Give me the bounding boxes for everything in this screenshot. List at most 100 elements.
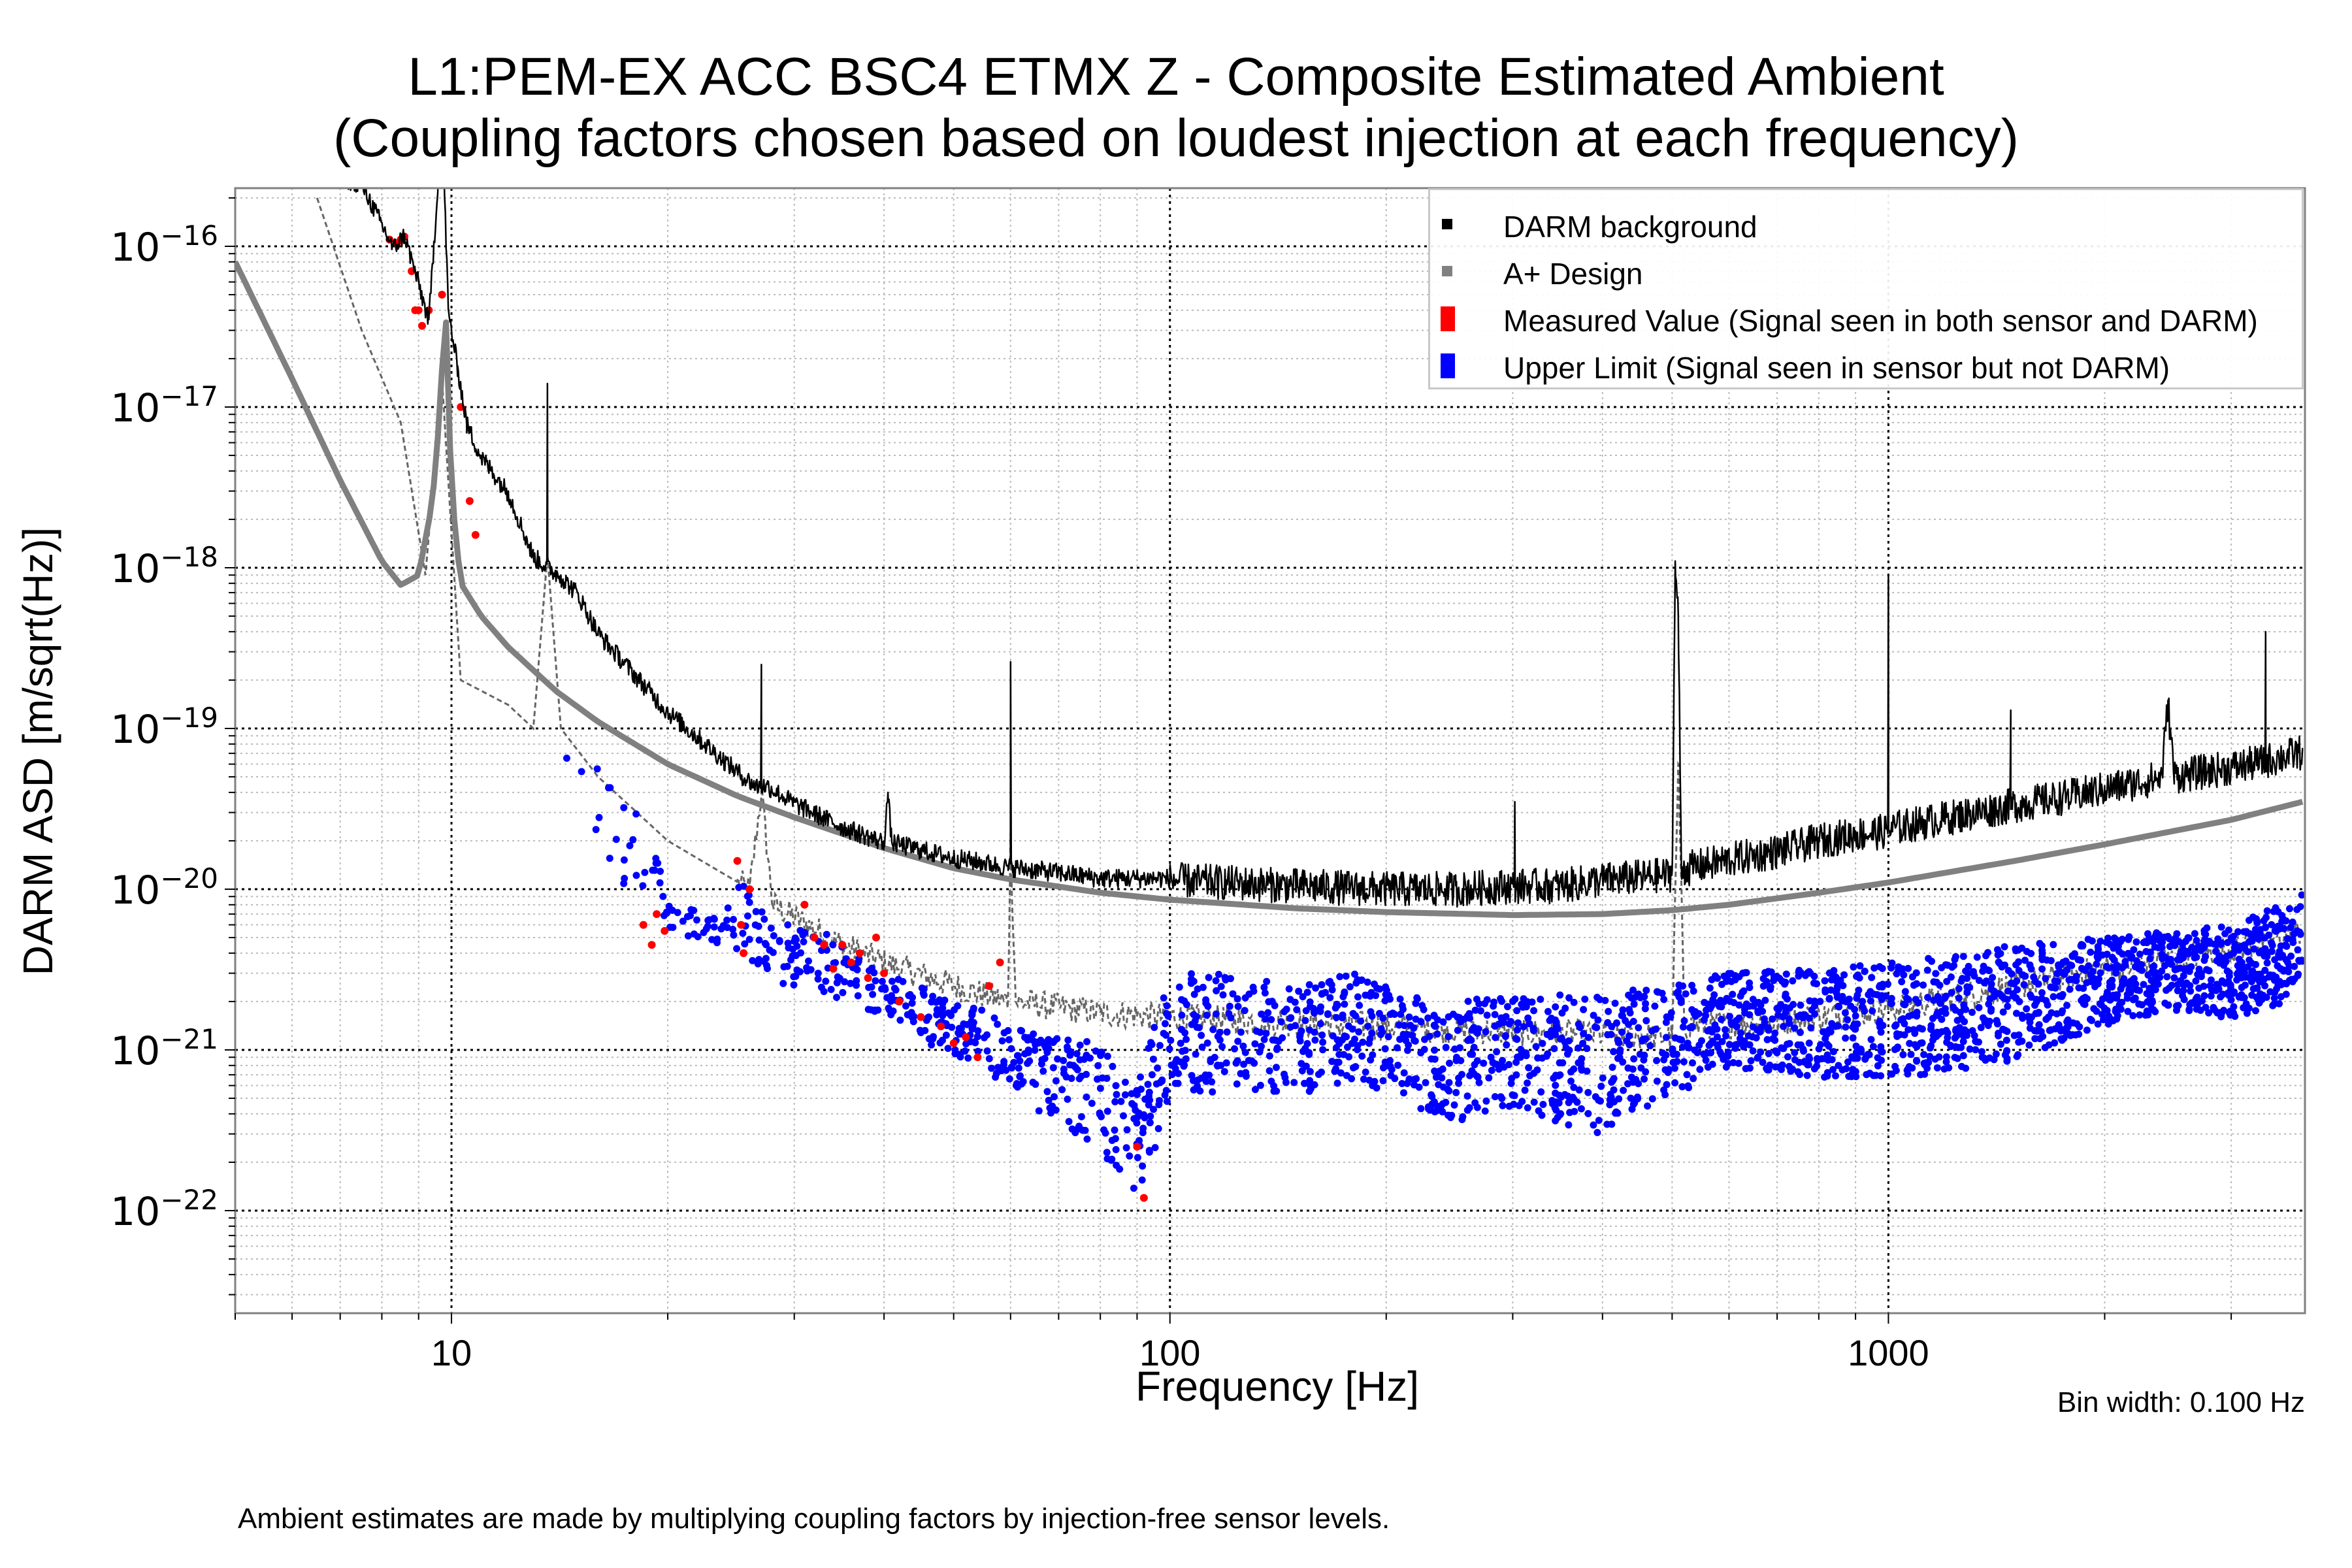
upper-limit-point [1887, 1000, 1895, 1007]
upper-limit-point [2102, 962, 2110, 970]
upper-limit-point [1926, 1053, 1934, 1060]
upper-limit-point [941, 996, 949, 1004]
upper-limit-point [1364, 978, 1371, 986]
upper-limit-point [1043, 1037, 1051, 1045]
upper-limit-point [1522, 999, 1530, 1007]
upper-limit-point [2225, 972, 2233, 980]
upper-limit-point [2131, 994, 2139, 1002]
upper-limit-point [908, 1000, 916, 1007]
upper-limit-point [2296, 903, 2304, 911]
upper-limit-point [1817, 1041, 1825, 1049]
upper-limit-point [1282, 1079, 1290, 1086]
upper-limit-point [1992, 1050, 2000, 1058]
measured-point [973, 1053, 982, 1062]
upper-limit-point [745, 891, 753, 899]
upper-limit-point [1348, 1039, 1356, 1047]
upper-limit-point [2207, 976, 2215, 984]
upper-limit-point [1098, 1074, 1106, 1082]
upper-limit-point [1144, 1081, 1152, 1088]
upper-limit-point [1853, 973, 1861, 980]
upper-limit-point [1800, 1047, 1807, 1055]
upper-limit-point [1212, 1010, 1220, 1018]
upper-limit-point [866, 967, 873, 975]
upper-limit-point [723, 916, 731, 924]
upper-limit-point [1281, 1008, 1288, 1015]
upper-limit-point [1491, 1011, 1499, 1019]
upper-limit-point [2050, 941, 2057, 949]
major-gridlines [235, 188, 2305, 1313]
upper-limit-point [1428, 1091, 1435, 1099]
upper-limit-point [1405, 1075, 1413, 1083]
upper-limit-point [998, 1066, 1005, 1073]
upper-limit-point [1556, 1111, 1564, 1119]
upper-limit-point [1258, 1010, 1266, 1018]
upper-limit-point [799, 931, 807, 939]
upper-limit-point [1204, 1002, 1212, 1010]
measured-points [385, 233, 1148, 1202]
upper-limit-point [1973, 953, 1981, 961]
upper-limit-point [1413, 994, 1421, 1002]
upper-limit-point [1977, 1024, 1985, 1032]
upper-limit-point [1601, 996, 1609, 1004]
series-layer [235, 188, 2305, 1202]
upper-limit-point [1164, 1012, 1172, 1020]
upper-limit-point [1172, 1058, 1180, 1066]
upper-limit-point [2003, 1028, 2011, 1036]
legend-label: Measured Value (Signal seen in both sens… [1503, 304, 2258, 338]
upper-limit-point [1348, 1025, 1356, 1033]
upper-limit-point [1134, 1113, 1141, 1121]
upper-limit-point [1641, 1051, 1648, 1059]
upper-limit-point [1492, 1034, 1499, 1041]
upper-limit-point [1810, 1065, 1818, 1073]
upper-limit-point [1749, 1023, 1757, 1031]
upper-limit-point [1842, 1065, 1850, 1073]
upper-limit-point [2261, 934, 2268, 942]
upper-limit-point [1354, 1046, 1361, 1054]
upper-limit-point [790, 973, 798, 981]
upper-limit-point [1166, 1045, 1173, 1053]
upper-limit-point [1609, 1077, 1616, 1085]
upper-limit-point [1261, 989, 1269, 997]
upper-limit-point [1567, 1068, 1575, 1076]
upper-limit-point [1987, 980, 1995, 988]
upper-limit-point [1779, 1045, 1787, 1053]
upper-limit-point [1352, 1063, 1360, 1071]
upper-limit-point [2252, 1007, 2259, 1015]
upper-limit-point [1552, 1117, 1560, 1124]
upper-limit-point [1607, 1030, 1615, 1038]
upper-limit-point [822, 977, 830, 985]
upper-limit-point [1480, 1059, 1488, 1067]
upper-limit-point [1641, 1075, 1648, 1083]
upper-limit-point [1857, 1048, 1865, 1056]
upper-limit-point [2179, 992, 2187, 1000]
upper-limit-point [2004, 967, 2012, 974]
upper-limit-point [1669, 1045, 1676, 1053]
upper-limit-point [1299, 993, 1307, 1001]
upper-limit-point [1834, 1022, 1842, 1030]
upper-limit-point [1088, 1100, 1096, 1107]
upper-limit-point [1684, 1039, 1691, 1047]
upper-limit-point [1227, 1014, 1235, 1022]
upper-limit-point [2120, 975, 2128, 983]
upper-limit-point [1411, 1037, 1418, 1045]
upper-limit-point [1482, 1097, 1490, 1105]
upper-limit-point [2042, 1015, 2050, 1023]
upper-limit-point [1797, 1002, 1805, 1009]
upper-limit-point [1404, 1047, 1411, 1054]
upper-limit-point [1935, 1053, 1943, 1061]
upper-limit-point [2298, 891, 2305, 899]
upper-limit-point [1386, 1056, 1394, 1064]
upper-limit-point [1918, 1039, 1926, 1047]
upper-limit-point [1035, 1107, 1043, 1115]
upper-limit-point [2015, 958, 2023, 966]
upper-limit-point [2255, 935, 2262, 943]
upper-limit-point [1258, 1043, 1265, 1050]
upper-limit-point [1543, 1053, 1550, 1060]
upper-limit-point [1825, 995, 1833, 1003]
upper-limit-point [1700, 1050, 1708, 1058]
upper-limit-point [1690, 987, 1697, 995]
upper-limit-point [920, 985, 928, 993]
upper-limit-point [1878, 964, 1886, 972]
upper-limit-point [1933, 1064, 1941, 1071]
upper-limit-point [1045, 1045, 1053, 1053]
